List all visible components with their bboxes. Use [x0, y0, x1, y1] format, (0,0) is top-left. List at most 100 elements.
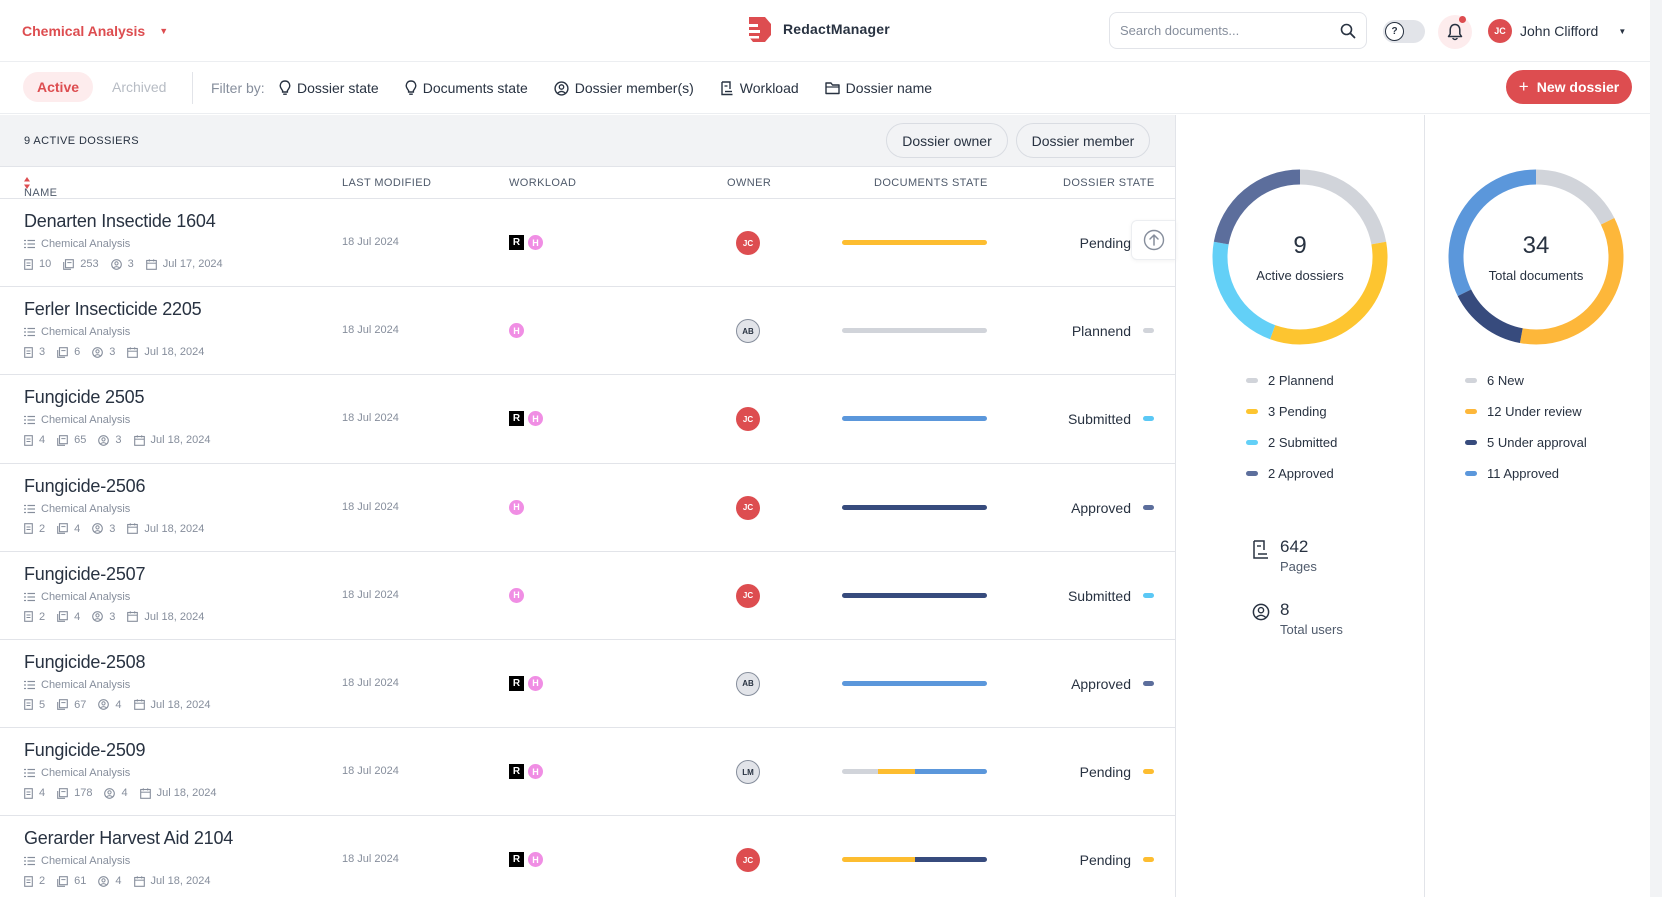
documents-state-segment [842, 769, 879, 775]
legend-item[interactable]: 11 Approved [1465, 458, 1587, 489]
dossier-row[interactable]: Fungicide-2509 Chemical Analysis 4 178 4 Jul … [0, 728, 1175, 817]
dossier-name[interactable]: Fungicide 2505 [24, 387, 145, 408]
legend-item[interactable]: 3 Pending [1246, 396, 1337, 427]
dossier-row[interactable]: Fungicide-2506 Chemical Analysis 2 4 3 Jul 18… [0, 464, 1175, 552]
dossier-row[interactable]: Fungicide-2507 Chemical Analysis 2 4 3 Jul 18… [0, 552, 1175, 640]
dossier-name[interactable]: Ferler Insecticide 2205 [24, 299, 202, 320]
col-last-modified[interactable]: LAST MODIFIED [342, 177, 432, 189]
user-circle-icon [1252, 603, 1270, 621]
legend-item[interactable]: 12 Under review [1465, 396, 1587, 427]
legend-label: 12 Under review [1487, 404, 1582, 419]
due-date-value: Jul 17, 2024 [162, 258, 223, 270]
last-modified: 18 Jul 2024 [342, 236, 399, 248]
pages-icon [57, 611, 68, 623]
dossier-row[interactable]: Denarten Insectide 1604 Chemical Analysis… [0, 199, 1175, 288]
legend-item[interactable]: 6 New [1465, 365, 1587, 396]
members-count: 3 [98, 434, 122, 447]
legend-label: 3 Pending [1268, 404, 1327, 419]
project-switcher[interactable]: Chemical Analysis ▼ [22, 23, 168, 39]
col-name[interactable]: NAME [24, 177, 57, 199]
dossier-state: Submitted [1067, 411, 1131, 428]
dossier-row[interactable]: Gerarder Harvest Aid 2104 Chemical Analys… [0, 816, 1175, 897]
template-icon [24, 769, 35, 778]
legend-item[interactable]: 2 Plannend [1246, 365, 1337, 396]
donut-segment [1535, 169, 1615, 225]
legend-swatch [1465, 440, 1477, 445]
scroll-to-top-button[interactable] [1131, 220, 1176, 260]
due-date-value: Jul 18, 2024 [150, 434, 211, 447]
docs-count-value: 2 [39, 610, 46, 623]
legend-item[interactable]: 5 Under approval [1465, 427, 1587, 458]
donut-segment [1212, 241, 1276, 340]
col-documents-state: DOCUMENTS STATE [874, 177, 988, 189]
dossier-name[interactable]: Fungicide-2509 [24, 740, 146, 761]
pages-count: 178 [57, 787, 92, 799]
pages-icon [57, 435, 68, 446]
dossier-state-marker [1143, 680, 1154, 686]
dossier-row[interactable]: Fungicide 2505 Chemical Analysis 4 65 3 Jul 1… [0, 375, 1175, 464]
legend-swatch [1246, 378, 1258, 383]
owner-avatar[interactable]: JC [736, 407, 760, 432]
members-count-value: 3 [115, 434, 122, 447]
owner-avatar[interactable]: JC [736, 495, 760, 520]
dossier-state-marker [1143, 769, 1154, 775]
user-avatar: JC [1488, 19, 1512, 43]
due-date-value: Jul 18, 2024 [144, 522, 205, 535]
new-dossier-button[interactable]: + New dossier [1506, 70, 1632, 104]
filter-workload[interactable]: Workload [720, 76, 799, 100]
owner-avatar[interactable]: LM [736, 760, 760, 785]
dossier-name[interactable]: Fungicide-2506 [24, 475, 146, 496]
notifications-button[interactable] [1438, 15, 1472, 49]
dossier-count: 9 ACTIVE DOSSIERS [24, 135, 140, 147]
due-date-value: Jul 18, 2024 [150, 875, 211, 888]
pages-icon [57, 523, 68, 534]
documents-state-segment [914, 857, 987, 863]
owner-avatar[interactable]: AB [736, 319, 760, 344]
workload-badge-h: H [509, 499, 524, 515]
col-workload: WORKLOAD [509, 177, 577, 189]
tab-active[interactable]: Active [23, 72, 94, 102]
dossier-row[interactable]: Fungicide-2508 Chemical Analysis 5 67 4 Jul 1… [0, 640, 1175, 729]
owner-avatar[interactable]: JC [736, 583, 760, 608]
search-box[interactable] [1109, 12, 1367, 49]
legend-item[interactable]: 2 Approved [1246, 458, 1337, 489]
dossier-state-marker [1143, 857, 1154, 863]
documents-state-bar [842, 328, 987, 334]
dossier-owner-toggle[interactable]: Dossier owner [886, 123, 1008, 158]
filter-label: Dossier state [297, 80, 379, 96]
docs-count-value: 2 [39, 875, 46, 888]
last-modified: 18 Jul 2024 [342, 765, 399, 778]
workload-badge-h: H [528, 764, 543, 780]
filter-dossier-name[interactable]: Dossier name [824, 76, 932, 100]
tab-archived[interactable]: Archived [112, 79, 167, 95]
dossier-name[interactable]: Fungicide-2508 [24, 651, 146, 672]
search-icon[interactable] [1340, 23, 1356, 39]
members-count-value: 4 [115, 875, 122, 888]
app-logo[interactable]: RedactManager [743, 15, 890, 43]
help-mode-toggle[interactable]: ? [1383, 20, 1425, 43]
folder-icon [824, 82, 840, 95]
top-bar: Chemical Analysis ▼ RedactManager ? [0, 0, 1662, 62]
owner-avatar[interactable]: JC [736, 231, 760, 255]
members-count: 3 [110, 258, 134, 270]
filter-documents-state[interactable]: Documents state [405, 76, 528, 100]
user-name: John Clifford [1520, 23, 1599, 39]
documents-state-segment [842, 240, 987, 245]
legend-item[interactable]: 2 Submitted [1246, 427, 1337, 458]
owner-avatar[interactable]: AB [736, 671, 760, 696]
dossier-row[interactable]: Ferler Insecticide 2205 Chemical Analysis… [0, 287, 1175, 376]
donut-segment [1270, 241, 1388, 345]
dossier-name[interactable]: Denarten Insectide 1604 [24, 211, 216, 231]
dossier-name[interactable]: Gerarder Harvest Aid 2104 [24, 828, 234, 849]
owner-avatar[interactable]: JC [736, 848, 760, 873]
dossier-name[interactable]: Fungicide-2507 [24, 563, 146, 584]
filter-dossier-state[interactable]: Dossier state [279, 76, 379, 100]
template-name: Chemical Analysis [41, 678, 131, 691]
search-input[interactable] [1120, 23, 1340, 38]
filter-dossier-members[interactable]: Dossier member(s) [554, 76, 694, 100]
calendar-icon [127, 346, 139, 358]
documents-state-bar [842, 680, 987, 686]
dossier-member-toggle[interactable]: Dossier member [1016, 123, 1150, 158]
user-menu[interactable]: JC John Clifford ▼ [1488, 19, 1626, 43]
